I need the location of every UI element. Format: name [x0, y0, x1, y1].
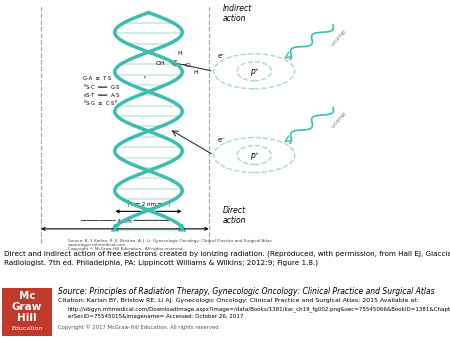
FancyBboxPatch shape: [2, 288, 52, 336]
Text: $_p$: $_p$: [143, 74, 146, 82]
Text: ─O: ─O: [182, 63, 191, 68]
Text: Source: B. Y. Karlan, R. E. Bristow, A. J. Li: Gynecologic Oncology: Clinical Pr: Source: B. Y. Karlan, R. E. Bristow, A. …: [68, 239, 271, 243]
Text: H: H: [178, 51, 183, 56]
Text: G·A  ≡  T·S: G·A ≡ T·S: [83, 76, 112, 81]
Text: Source: Principles of Radiation Therapy, Gynecologic Oncology: Clinical Practice: Source: Principles of Radiation Therapy,…: [58, 287, 435, 296]
Text: Direct and indirect action of free electrons created by ionizing radiation. (Rep: Direct and indirect action of free elect…: [4, 250, 450, 266]
Text: Copyright © 2017 McGraw-Hill Education. All rights reserved: Copyright © 2017 McGraw-Hill Education. …: [58, 324, 219, 330]
Text: p⁺: p⁺: [250, 150, 259, 160]
Text: ├─── 2 nm ───┤: ├─── 2 nm ───┤: [126, 200, 171, 207]
Text: action: action: [223, 216, 246, 225]
Text: e⁻: e⁻: [218, 137, 226, 143]
Text: Indirect: Indirect: [223, 4, 252, 13]
Text: H: H: [194, 70, 198, 75]
Text: erSecID=75545015&imagename= Accessed: October 26, 2017: erSecID=75545015&imagename= Accessed: Oc…: [68, 314, 243, 319]
Text: http://obgyn.mhmedical.com/DownloadImage.aspx?image=/data/Books/1381/kar_ch19_fg: http://obgyn.mhmedical.com/DownloadImage…: [68, 306, 450, 312]
Text: action: action: [223, 14, 246, 23]
Text: e⁻: e⁻: [218, 53, 226, 59]
Text: Education: Education: [11, 327, 43, 332]
Text: $_R$S·T  ═══  A·S: $_R$S·T ═══ A·S: [83, 91, 121, 100]
Text: Copyright © McGraw-Hill Education.  All rights reserved.: Copyright © McGraw-Hill Education. All r…: [68, 247, 183, 251]
Text: Photon: Photon: [328, 110, 344, 129]
Text: ─────────── 4 nm ───────────: ─────────── 4 nm ───────────: [80, 219, 170, 224]
Text: Direct: Direct: [223, 206, 246, 215]
Text: p⁺: p⁺: [250, 67, 259, 76]
Text: $^P$S·C  ═══  G·S: $^P$S·C ═══ G·S: [83, 82, 122, 92]
Text: Mc: Mc: [19, 291, 35, 301]
Text: OH: OH: [155, 61, 165, 66]
Text: Graw: Graw: [12, 302, 42, 312]
Text: www.obgyn.mhmedical.com: www.obgyn.mhmedical.com: [68, 243, 126, 247]
Text: Photon: Photon: [328, 27, 344, 46]
Text: Hill: Hill: [17, 313, 37, 323]
Text: $^P$S·G  ≡  C·S$^P$: $^P$S·G ≡ C·S$^P$: [83, 99, 119, 108]
Text: Citation: Karlan BY, Bristow RE, Li AJ. Gynecologic Oncology: Clinical Practice : Citation: Karlan BY, Bristow RE, Li AJ. …: [58, 298, 419, 303]
